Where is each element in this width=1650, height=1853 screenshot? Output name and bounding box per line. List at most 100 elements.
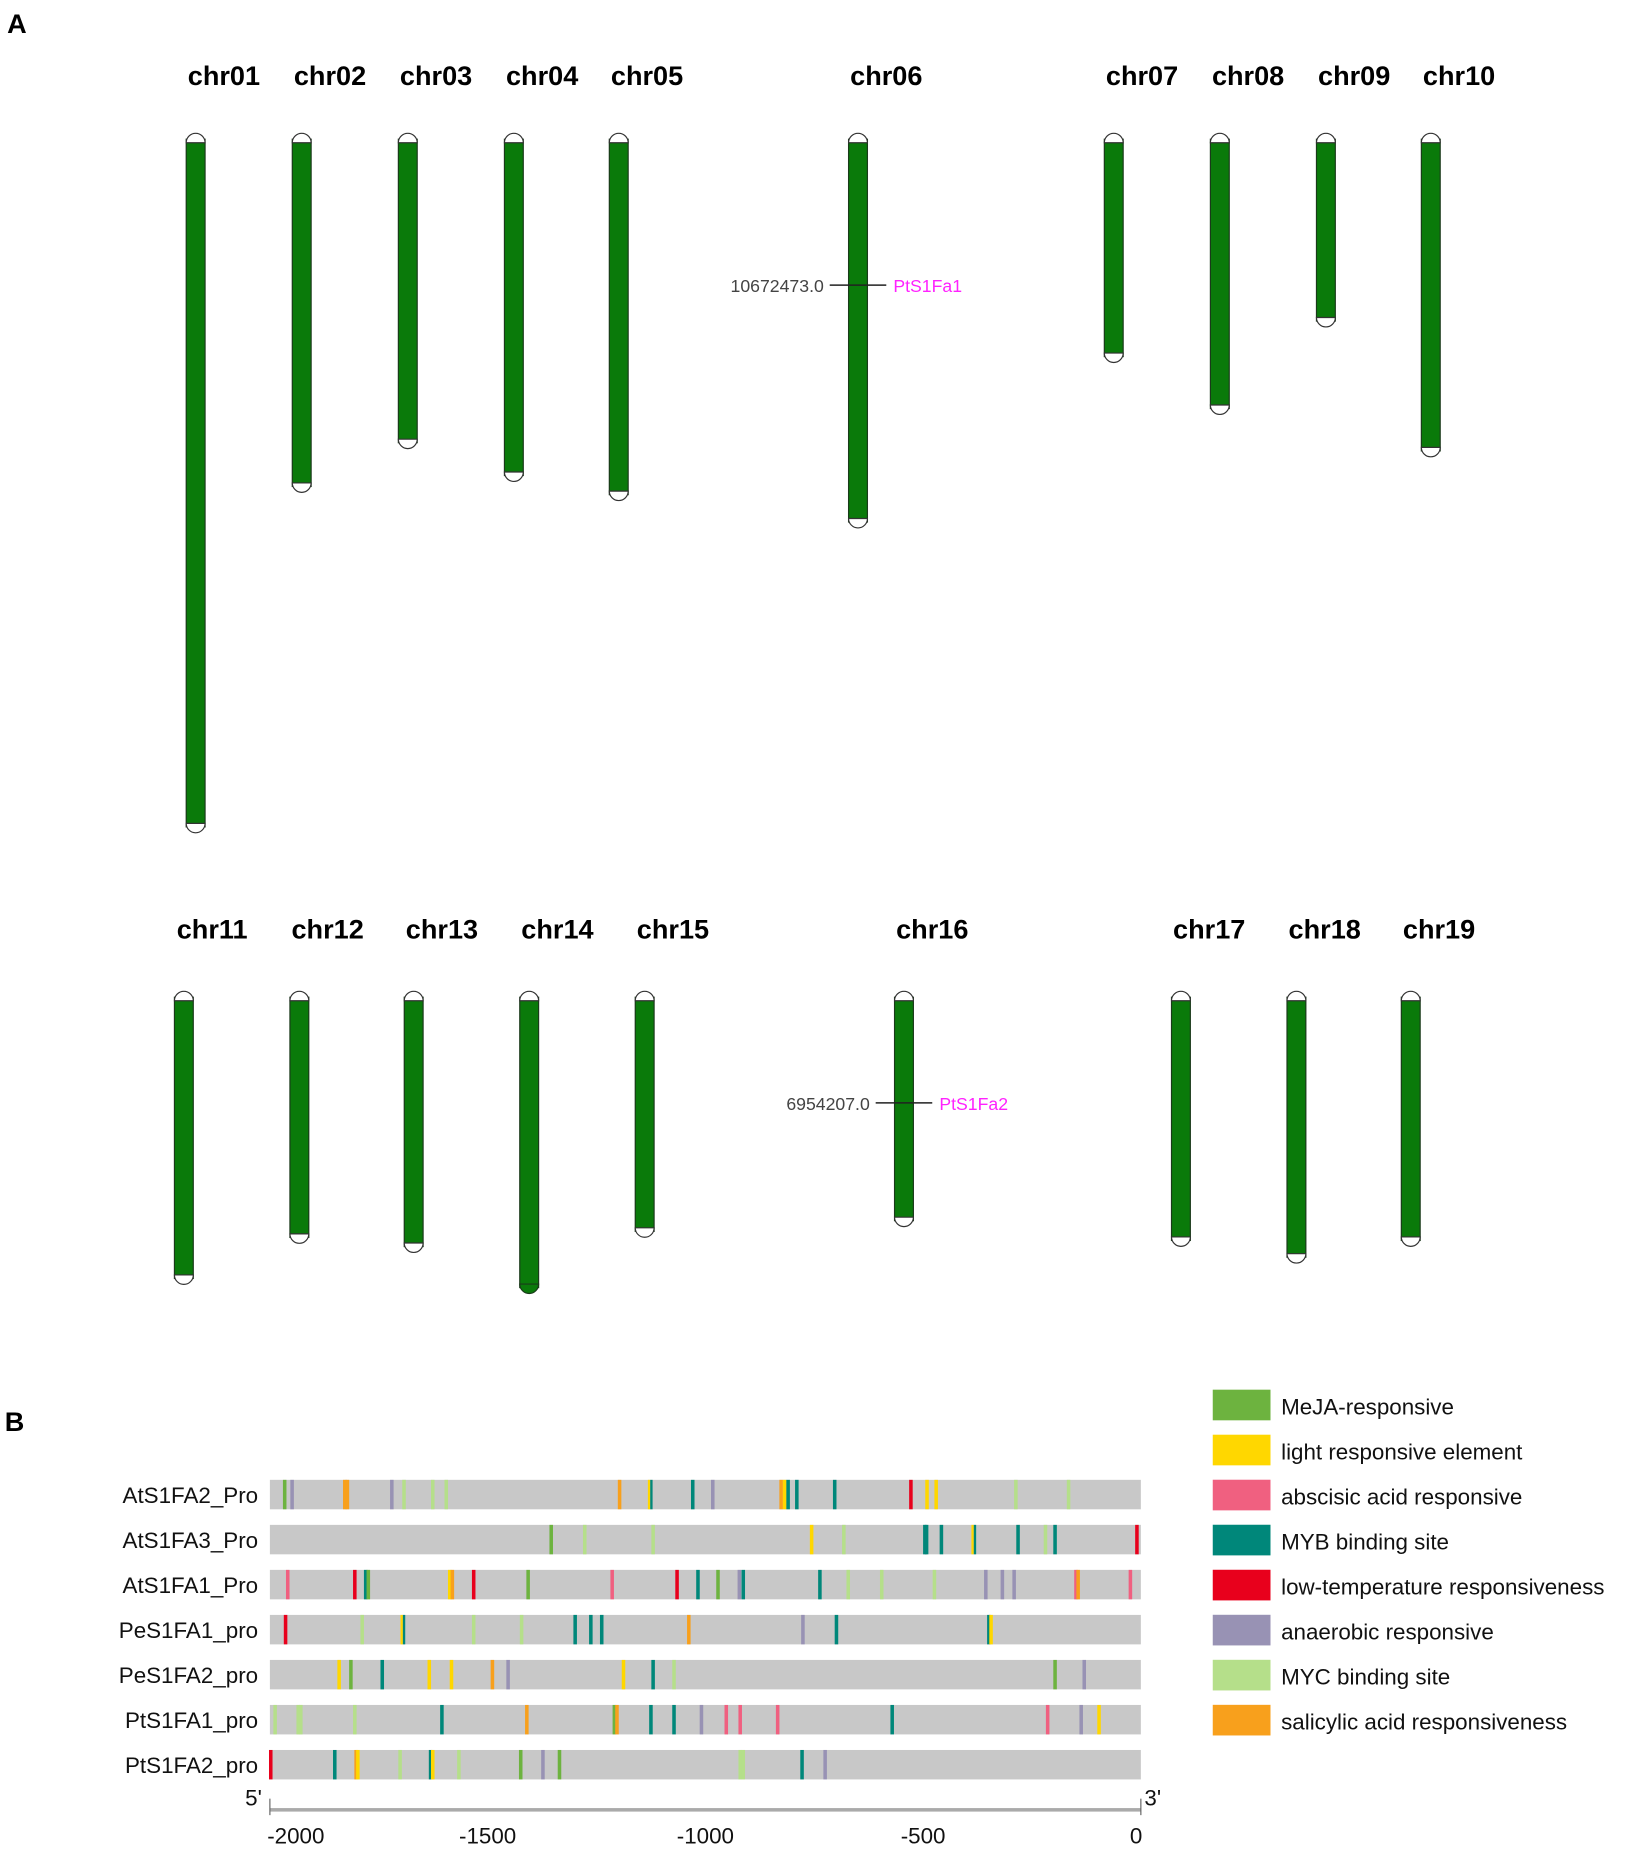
element-mark-myb — [832, 1479, 837, 1510]
element-mark-aba — [610, 1569, 614, 1600]
gene-name-label: PtS1Fa1 — [893, 276, 962, 296]
element-mark-light — [449, 1659, 454, 1690]
element-mark-myb — [800, 1749, 804, 1780]
element-mark-anaer — [1079, 1704, 1083, 1735]
promoter-bar — [269, 1749, 1141, 1780]
chromosome-bar — [1420, 138, 1441, 452]
element-mark-meja — [349, 1659, 353, 1690]
element-mark-myb — [402, 1614, 406, 1645]
legend-label: low-temperature responsiveness — [1281, 1575, 1604, 1600]
element-mark-light — [971, 1524, 974, 1555]
chromosome-chr07: chr07 — [1103, 60, 1178, 364]
telomere-top — [1209, 132, 1230, 144]
element-mark-myb — [834, 1614, 839, 1645]
telomere-bottom — [634, 1227, 655, 1238]
element-mark-anaer — [1012, 1569, 1016, 1600]
telomere-top — [1286, 990, 1307, 1002]
promoter-label: AtS1FA1_Pro — [123, 1573, 259, 1598]
promoter-label: AtS1FA3_Pro — [123, 1528, 259, 1553]
chromosome-label: chr05 — [611, 60, 683, 91]
chromosome-label: chr03 — [400, 60, 472, 91]
element-mark-sa — [345, 1479, 350, 1510]
chromosome-label: chr06 — [850, 60, 922, 91]
telomere-bottom — [847, 517, 869, 529]
element-mark-aba — [738, 1704, 742, 1735]
element-mark-myb — [599, 1614, 604, 1645]
element-mark-light — [621, 1659, 626, 1690]
chromosome-label: chr07 — [1106, 60, 1178, 91]
chromosome-chr06: chr06 10672473.0 PtS1Fa1 — [731, 60, 962, 529]
chromosome-chr11: chr11 — [173, 913, 248, 1285]
element-mark-meja — [612, 1704, 617, 1735]
element-mark-aba — [724, 1704, 729, 1735]
gene-position-label: 10672473.0 — [731, 276, 824, 296]
element-mark-light — [337, 1659, 341, 1690]
element-mark-light — [782, 1479, 787, 1510]
telomere-bottom — [1420, 446, 1441, 458]
telomere-top — [893, 990, 914, 1002]
chromosome-label: chr13 — [406, 913, 478, 944]
element-mark-ltr — [1135, 1524, 1139, 1555]
element-mark-myb — [690, 1479, 695, 1510]
promoter-label: AtS1FA2_Pro — [123, 1483, 259, 1508]
element-mark-myb — [818, 1569, 822, 1600]
element-mark-ltr — [675, 1569, 679, 1600]
element-mark-myc — [879, 1569, 884, 1600]
element-mark-sa — [490, 1659, 495, 1690]
element-mark-meja — [557, 1749, 562, 1780]
element-mark-meja — [518, 1749, 523, 1780]
element-mark-ltr — [268, 1749, 273, 1780]
telomere-top — [403, 990, 424, 1002]
promoter-bar — [269, 1569, 1141, 1600]
element-mark-myc — [353, 1704, 357, 1735]
chromosome-bar — [185, 138, 206, 828]
element-mark-anaer — [290, 1479, 294, 1510]
chromosome-bar — [503, 138, 524, 477]
element-mark-anaer — [984, 1569, 988, 1600]
chromosome-bar — [289, 996, 310, 1239]
element-mark-meja — [366, 1569, 371, 1600]
legend-label: MYC binding site — [1281, 1665, 1450, 1690]
legend-item-aba: abscisic acid responsive — [1212, 1479, 1522, 1511]
telomere-bottom — [185, 822, 206, 834]
telomere-top — [289, 990, 310, 1002]
legend-item-sa: salicylic acid responsiveness — [1212, 1704, 1567, 1736]
element-mark-myc — [738, 1749, 742, 1780]
gene-position-label: 6954207.0 — [786, 1094, 870, 1114]
legend-swatch — [1212, 1479, 1271, 1511]
telomere-top — [634, 990, 655, 1002]
element-mark-myc — [846, 1569, 850, 1600]
element-mark-myc — [299, 1704, 303, 1735]
element-mark-anaer — [1082, 1659, 1087, 1690]
chromosome-chr15: chr15 — [634, 913, 709, 1238]
element-mark-myb — [939, 1524, 944, 1555]
element-mark-light — [430, 1749, 435, 1780]
element-mark-myc — [430, 1479, 435, 1510]
telomere-top — [847, 132, 869, 144]
chromosome-chr04: chr04 — [503, 60, 578, 483]
promoter-bar — [269, 1659, 1141, 1690]
axis-tick-label: -500 — [901, 1823, 946, 1848]
promoter-label: PeS1FA1_pro — [119, 1618, 258, 1643]
telomere-bottom — [397, 438, 418, 450]
element-mark-myb — [649, 1704, 653, 1735]
element-mark-ltr — [353, 1569, 357, 1600]
promoter-label: PtS1FA2_pro — [125, 1753, 258, 1778]
legend-item-anaer: anaerobic responsive — [1212, 1614, 1494, 1646]
element-mark-myb — [672, 1704, 676, 1735]
element-mark-myc — [651, 1524, 655, 1555]
element-mark-ltr — [471, 1569, 476, 1600]
element-mark-light — [809, 1524, 814, 1555]
element-mark-myc — [1014, 1479, 1018, 1510]
element-mark-anaer — [801, 1614, 805, 1645]
telomere-bottom — [893, 1216, 914, 1228]
telomere-top — [1170, 990, 1191, 1002]
element-mark-light — [427, 1659, 432, 1690]
telomere-top — [1103, 132, 1124, 144]
element-mark-anaer — [699, 1704, 704, 1735]
chromosome-bar — [403, 996, 424, 1248]
legend-item-meja: MeJA-responsive — [1212, 1389, 1454, 1421]
element-mark-aba — [775, 1704, 780, 1735]
chromosome-label: chr02 — [294, 60, 366, 91]
chromosome-label: chr11 — [177, 913, 248, 944]
